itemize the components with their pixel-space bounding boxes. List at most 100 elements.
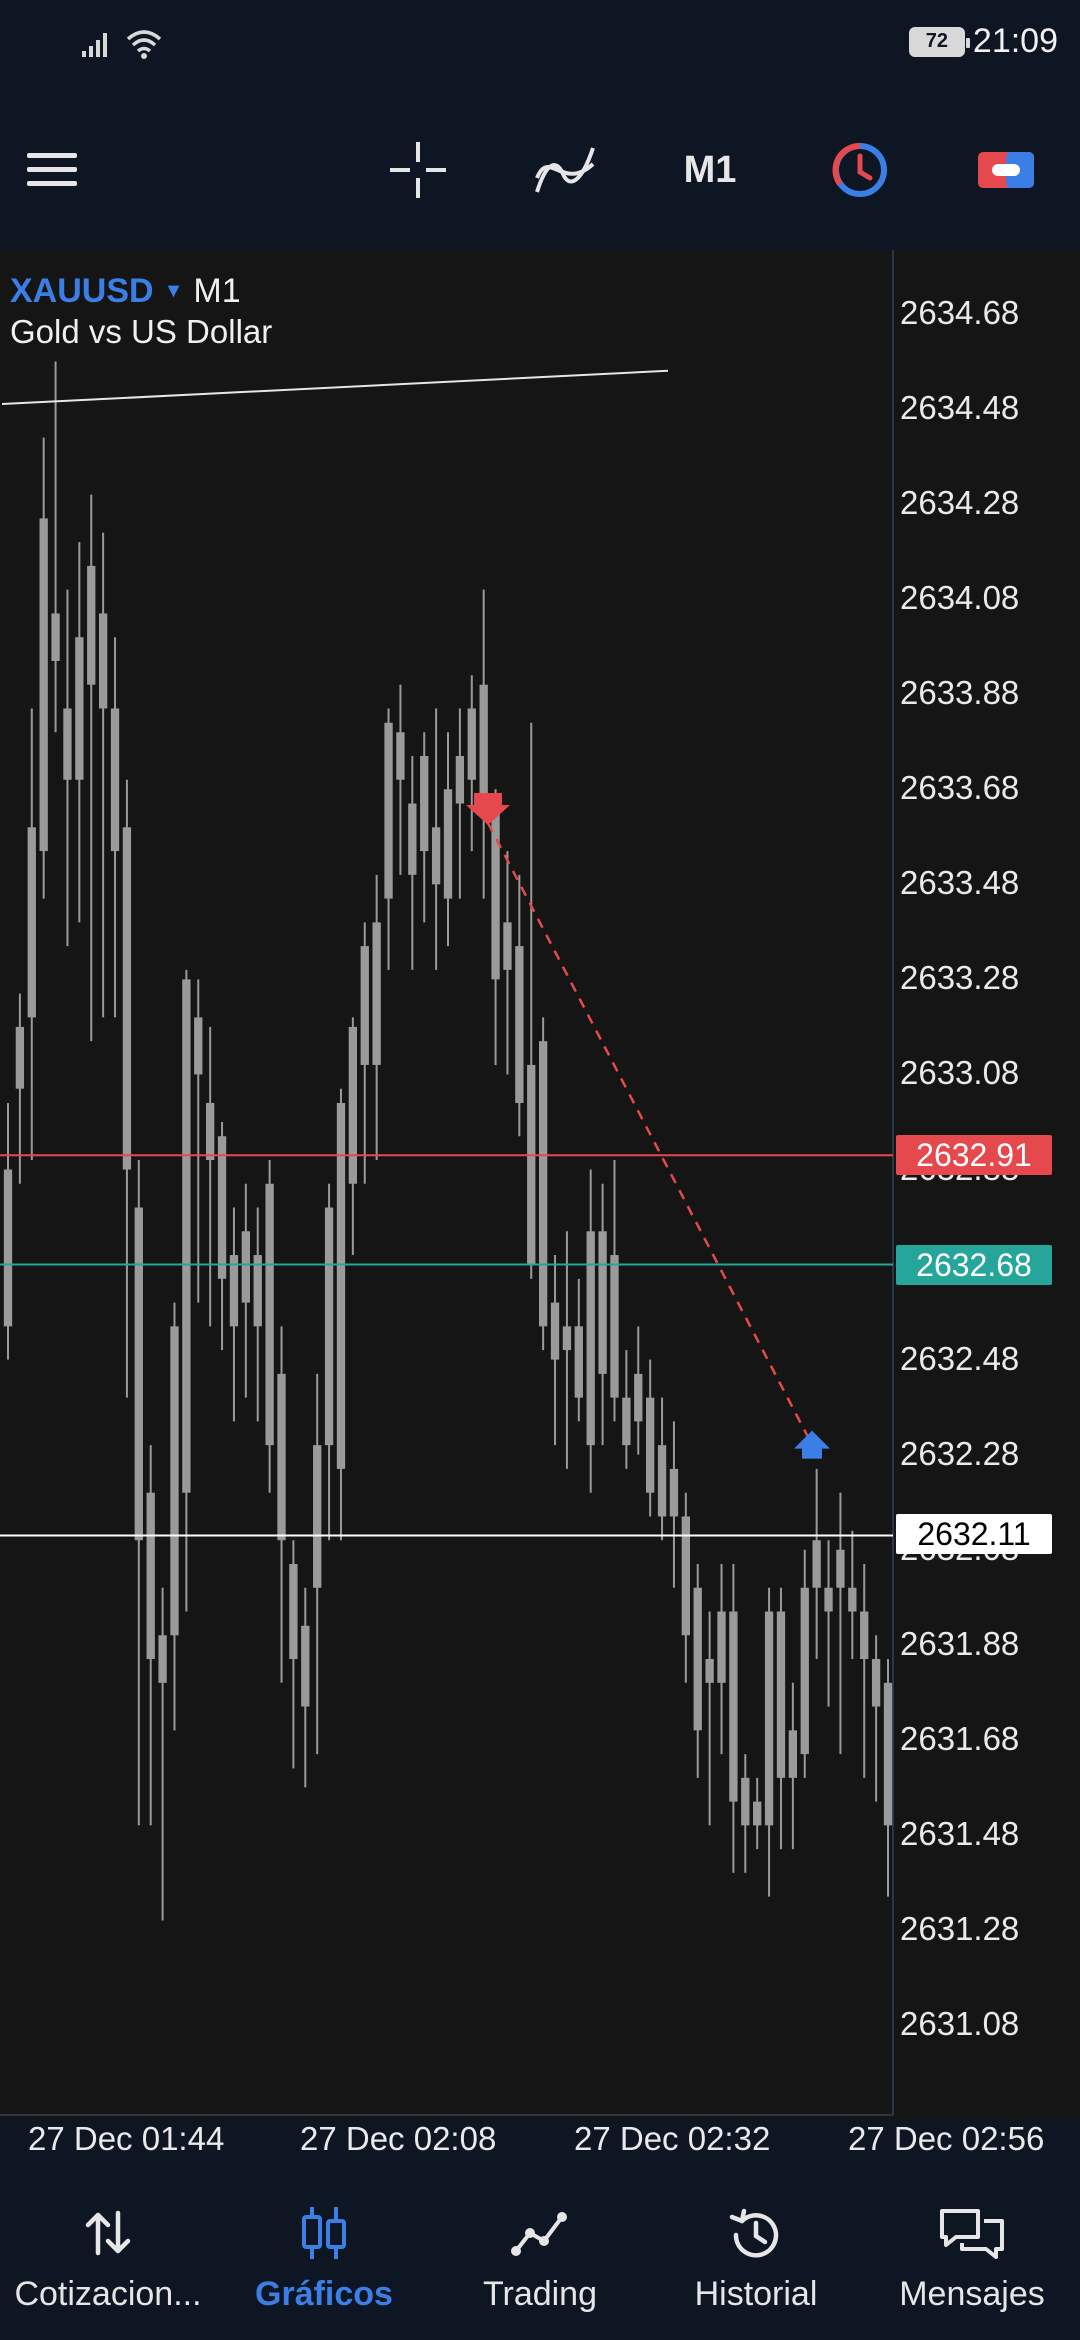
candlestick-chart[interactable] — [0, 250, 1080, 2120]
candle-body — [443, 789, 453, 899]
candle-body — [194, 1017, 203, 1075]
candle-body — [467, 708, 476, 780]
candle-body — [776, 1611, 786, 1778]
candle-body — [217, 1136, 227, 1279]
candle-body — [622, 1397, 631, 1446]
messages-icon — [940, 2209, 1004, 2259]
menu-button[interactable] — [22, 135, 82, 205]
buy-arrow-icon — [794, 1430, 830, 1459]
status-clock: 21:09 — [972, 22, 1058, 60]
candle-body — [800, 1587, 809, 1755]
price-tick-label: 2634.48 — [900, 389, 1020, 427]
nav-messages[interactable]: Mensajes — [864, 2165, 1080, 2340]
price-tick-label: 2631.48 — [900, 1814, 1020, 1852]
candle-body — [503, 922, 512, 970]
chart-toggle-button[interactable] — [975, 135, 1037, 205]
bid-price-badge: 2632.68 — [896, 1245, 1052, 1285]
candle-body — [15, 1026, 25, 1089]
candle-body — [182, 979, 191, 1493]
candle-body — [860, 1611, 869, 1660]
candle-body — [824, 1587, 833, 1612]
symbol-description: Gold vs US Dollar — [10, 313, 273, 350]
candle-body — [515, 946, 524, 1103]
battery-indicator: 72 — [908, 26, 970, 57]
candle-body — [98, 613, 108, 709]
candle-body — [301, 1625, 310, 1707]
price-tick-label: 2634.28 — [900, 484, 1020, 522]
crosshair-button[interactable] — [385, 135, 451, 205]
price-tick-label: 2633.28 — [900, 959, 1020, 997]
price-tick-label: 2631.08 — [900, 2005, 1020, 2042]
candle-body — [634, 1373, 643, 1422]
nav-history-label: Historial — [694, 2275, 818, 2313]
candle-body — [170, 1326, 179, 1636]
price-tick-label: 2632.28 — [900, 1434, 1020, 1472]
nav-quotes-label: Cotizacion... — [14, 2275, 202, 2313]
nav-messages-label: Mensajes — [899, 2275, 1045, 2313]
candle-body — [360, 946, 369, 1065]
candle-body — [63, 708, 72, 780]
candle-body — [729, 1611, 738, 1802]
one-click-trading-icon — [832, 142, 887, 197]
price-tick-label: 2634.68 — [900, 294, 1020, 331]
price-tick-label: 2631.28 — [900, 1909, 1020, 1947]
price-tick-label: 2631.88 — [900, 1624, 1020, 1662]
candle-body — [253, 1255, 262, 1327]
trendline — [1, 369, 669, 406]
candle-body — [562, 1326, 572, 1351]
trend-line-icon — [511, 2212, 567, 2256]
crosshair-icon — [390, 142, 446, 198]
candle-body — [420, 756, 429, 852]
indicators-button[interactable] — [530, 135, 600, 205]
candle-body — [206, 1102, 215, 1160]
candle-body — [51, 613, 60, 661]
hamburger-icon — [27, 153, 77, 186]
candle-body — [610, 1255, 619, 1398]
candle-body — [408, 803, 417, 875]
time-tick-label: 27 Dec 02:56 — [848, 2120, 1045, 2157]
price-tick-label: 2632.48 — [900, 1339, 1020, 1377]
candle-body — [883, 1682, 893, 1826]
candle-body — [277, 1373, 286, 1541]
candle-body — [313, 1445, 322, 1588]
nav-quotes[interactable]: Cotizacion... — [0, 2165, 216, 2340]
candle-body — [646, 1397, 655, 1493]
candle-body — [384, 722, 393, 899]
candle-body — [741, 1777, 750, 1826]
candle-body — [491, 813, 500, 980]
symbol-dropdown-icon[interactable]: ▼ — [163, 280, 184, 302]
status-icons — [80, 28, 164, 60]
one-click-trading-button[interactable] — [828, 135, 892, 205]
nav-history[interactable]: Historial — [648, 2165, 864, 2340]
timeframe-button[interactable]: M1 — [683, 148, 737, 191]
candle-body — [693, 1587, 702, 1731]
candle-body — [586, 1231, 595, 1446]
candlestick-icon — [302, 2207, 346, 2259]
candle-body — [431, 827, 441, 885]
ask-price-badge: 2632.91 — [896, 1135, 1052, 1175]
candle-body — [669, 1468, 679, 1517]
nav-trading[interactable]: Trading — [432, 2165, 648, 2340]
candle-body — [241, 1231, 250, 1303]
candle-body — [836, 1549, 845, 1588]
price-tick-label: 2633.68 — [900, 769, 1020, 807]
candle-body — [717, 1611, 726, 1683]
candle-body — [39, 518, 48, 852]
price-chart[interactable]: XAUUSD ▼ M1 Gold vs US Dollar 2634.68 263… — [0, 250, 1080, 2157]
price-tick-label: 2633.08 — [900, 1054, 1020, 1092]
status-bar: 72 21:09 — [0, 0, 1080, 95]
candle-body — [527, 1064, 536, 1265]
time-tick-label: 27 Dec 02:08 — [300, 2120, 497, 2157]
candle-body — [788, 1730, 798, 1778]
candle-body — [812, 1540, 821, 1588]
candle-body — [871, 1659, 881, 1707]
candle-body — [372, 922, 381, 1065]
nav-charts[interactable]: Gráficos — [216, 2165, 432, 2340]
price-tick-label: 2633.88 — [900, 674, 1020, 712]
candle-body — [348, 1026, 358, 1184]
trade-dashed-line — [486, 822, 814, 1446]
candle-body — [158, 1635, 167, 1683]
symbol-name[interactable]: XAUUSD — [10, 272, 154, 310]
time-tick-label: 27 Dec 02:32 — [574, 2120, 771, 2157]
candle-body — [574, 1326, 583, 1398]
